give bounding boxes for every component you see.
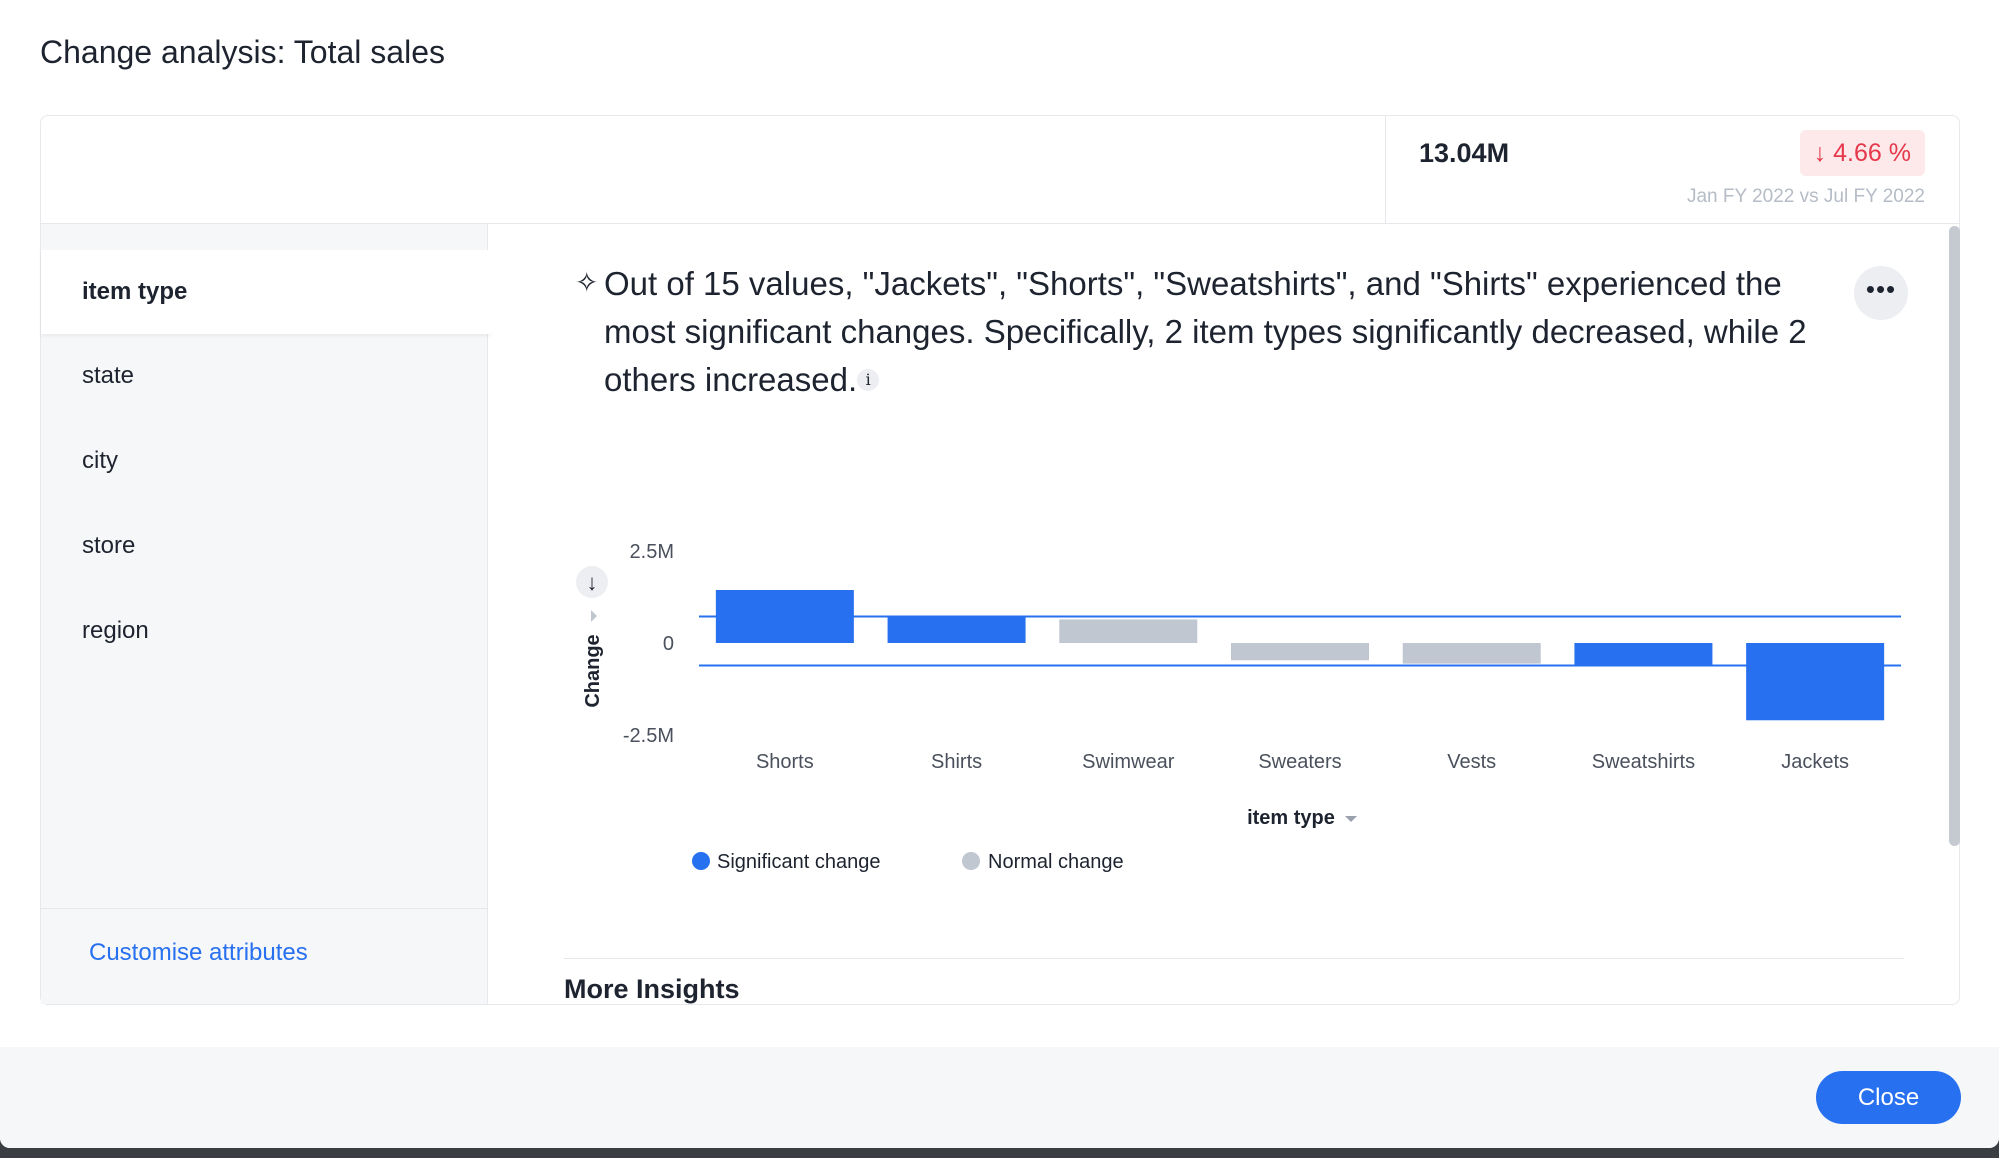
sparkle-lightbulb-icon: ✧ xyxy=(575,267,599,298)
bar-sweatshirts xyxy=(1574,643,1713,666)
analysis-panel: 13.04M ↓ 4.66 % Jan FY 2022 vs Jul FY 20… xyxy=(40,115,1960,1005)
x-tick-label: Shorts xyxy=(756,751,814,773)
legend-swatch xyxy=(962,852,980,870)
divider xyxy=(1385,116,1386,224)
change-badge: ↓ 4.66 % xyxy=(1799,130,1925,176)
sidebar-footer: Customise attributes xyxy=(41,908,488,1004)
legend-swatch xyxy=(692,852,710,870)
x-tick-label: Sweatshirts xyxy=(1592,751,1695,773)
arrow-down-icon: ↓ xyxy=(1813,139,1827,167)
bar-sweaters xyxy=(1231,643,1369,661)
insight-text: Out of 15 values, "Jackets", "Shorts", "… xyxy=(604,260,1834,404)
x-tick-label: Shirts xyxy=(931,751,982,773)
y-axis-title: Change xyxy=(582,634,604,707)
bar-vests xyxy=(1402,643,1541,664)
change-chart: 2.5M 0 -2.5M Change ↓ Shorts Shirts Swimwear Swe… xyxy=(576,541,1901,873)
legend-item: Significant change xyxy=(717,851,880,873)
dialog-footer: Close xyxy=(0,1047,1999,1148)
dialog-title: Change analysis: Total sales xyxy=(40,34,445,70)
x-tick-label: Swimwear xyxy=(1082,751,1175,773)
scrollbar[interactable] xyxy=(1949,226,1960,846)
info-icon[interactable]: i xyxy=(857,369,880,391)
y-tick-label: 0 xyxy=(663,633,674,655)
attribute-sidebar: item type state city store region Custom… xyxy=(41,224,513,1004)
bar-jackets xyxy=(1746,643,1885,721)
background-strip xyxy=(0,1148,1999,1158)
caret-right-icon xyxy=(591,610,597,622)
x-tick-label: Jackets xyxy=(1781,751,1849,773)
x-tick-label: Sweaters xyxy=(1258,751,1341,773)
y-tick-label: 2.5M xyxy=(630,541,674,563)
insight-sentence: Out of 15 values, "Jackets", "Shorts", "… xyxy=(604,265,1807,398)
dropdown-caret-icon xyxy=(1345,816,1357,822)
arrow-down-icon: ↓ xyxy=(587,570,598,595)
period-label: Jan FY 2022 vs Jul FY 2022 xyxy=(1686,186,1925,207)
sidebar-item-city[interactable]: city xyxy=(82,447,118,474)
y-tick-label: -2.5M xyxy=(623,725,674,747)
sidebar-item-state[interactable]: state xyxy=(82,362,135,389)
x-tick-label: Vests xyxy=(1447,751,1496,773)
legend-item: Normal change xyxy=(988,851,1124,873)
bar-swimwear xyxy=(1059,619,1198,643)
sidebar-item-region[interactable]: region xyxy=(82,617,149,644)
customise-attributes-link[interactable]: Customise attributes xyxy=(89,939,308,966)
metric-value: 13.04M xyxy=(1419,138,1510,168)
spacer xyxy=(0,1005,1999,1047)
sort-button xyxy=(576,566,608,598)
insight-content: ✧ Out of 15 values, "Jackets", "Shorts",… xyxy=(489,224,1960,1004)
close-button[interactable]: Close xyxy=(1816,1071,1961,1124)
change-percent: 4.66 % xyxy=(1833,139,1911,167)
sidebar-item-item-type[interactable]: item type xyxy=(41,250,513,334)
summary-header: 13.04M ↓ 4.66 % Jan FY 2022 vs Jul FY 20… xyxy=(41,116,1959,224)
divider xyxy=(564,958,1904,959)
bar-shirts xyxy=(887,616,1026,643)
more-insights-heading: More Insights xyxy=(564,974,740,1004)
x-axis-title: item type xyxy=(1247,807,1335,829)
more-options-button[interactable]: ••• xyxy=(1854,266,1908,320)
dialog-titlebar: Change analysis: Total sales xyxy=(0,0,1999,115)
sidebar-item-store[interactable]: store xyxy=(82,532,136,559)
